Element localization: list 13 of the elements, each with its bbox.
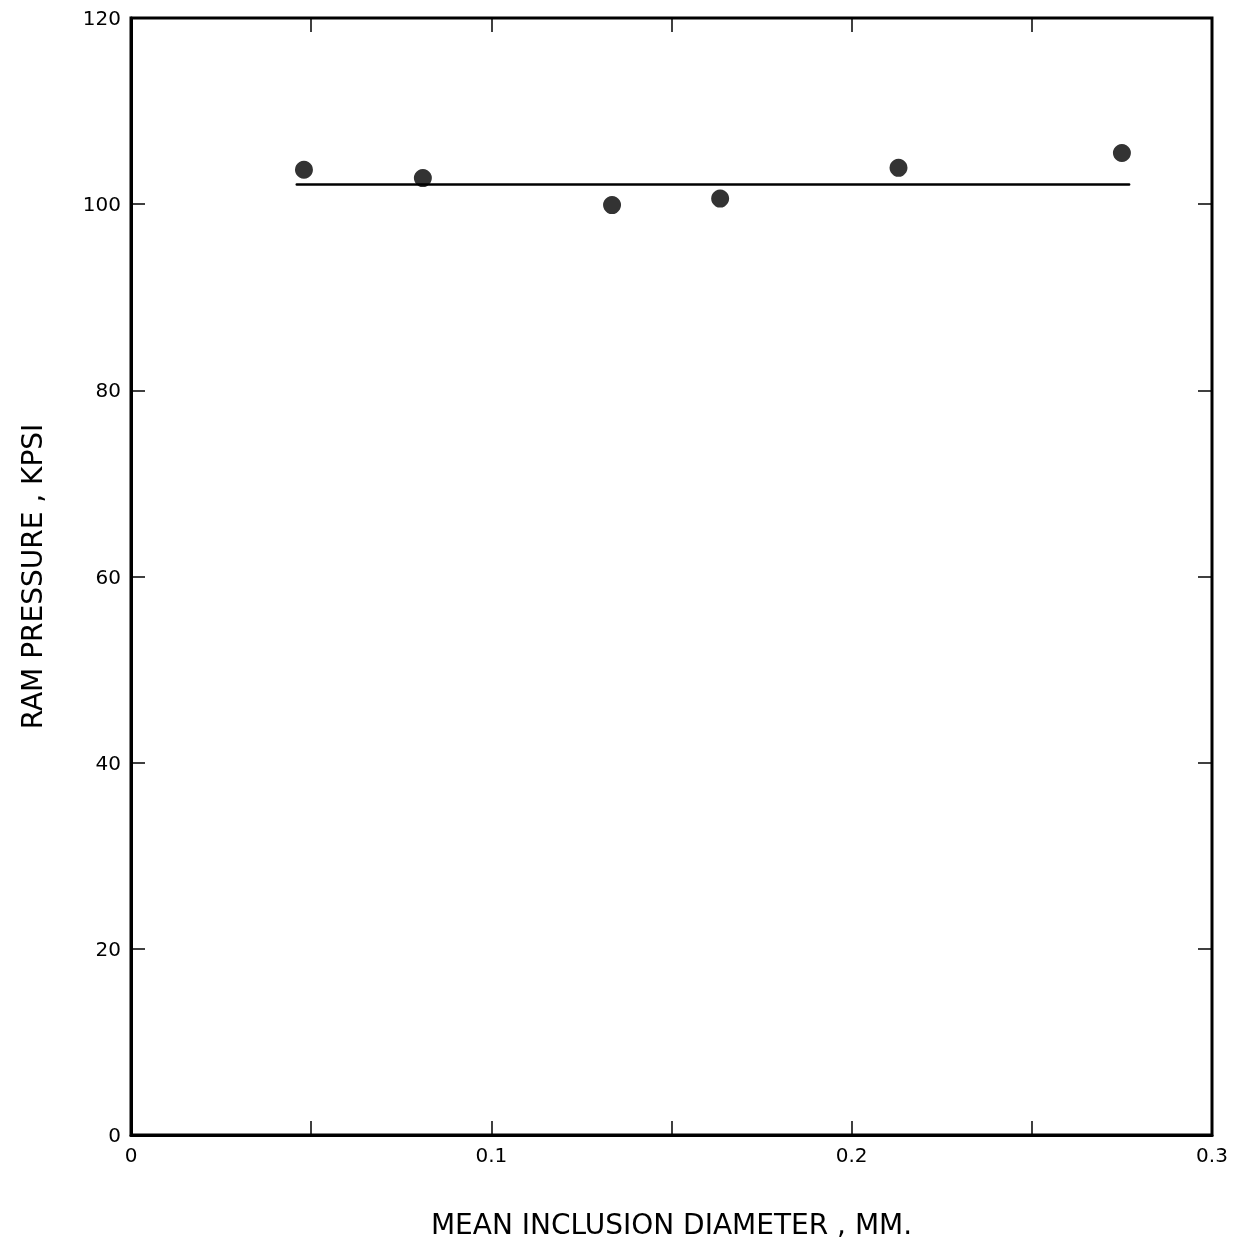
x-tick-label: 0 (124, 1143, 138, 1167)
y-tick-label: 100 (82, 192, 121, 217)
x-tick-label: 0.3 (1196, 1143, 1228, 1167)
y-tick-label: 80 (95, 378, 121, 403)
y-tick-label: 60 (95, 564, 121, 589)
x-tick-label: 0.1 (475, 1143, 508, 1167)
x-axis-title: MEAN INCLUSION DIAMETER , MM. (430, 1207, 913, 1241)
y-tick-label: 20 (95, 936, 121, 961)
x-tick-label: 0.2 (835, 1143, 868, 1167)
y-tick-label: 40 (95, 750, 121, 775)
y-tick-label: 0 (108, 1123, 121, 1147)
y-tick-label: 120 (82, 6, 121, 30)
y-axis-title: RAM PRESSURE , KPSI (15, 423, 49, 730)
